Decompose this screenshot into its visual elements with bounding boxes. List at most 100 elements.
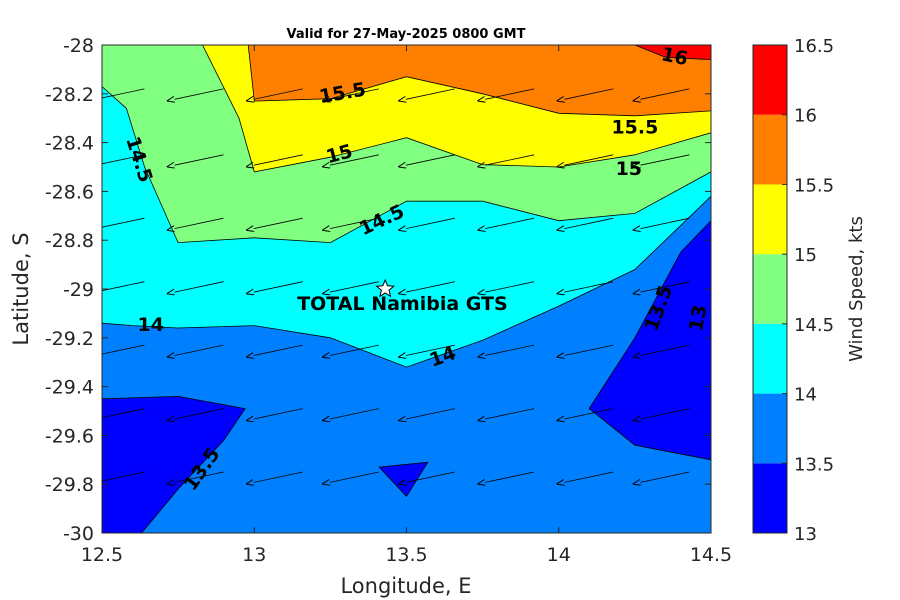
- wind-vector-2-3: [330, 217, 379, 228]
- wind-vector-7-1: [221, 532, 224, 533]
- colorbar-tick-label: 13.5: [794, 454, 834, 475]
- wind-vector-3-5: [485, 281, 535, 292]
- wind-vector-1-4: [406, 154, 455, 165]
- wind-vector-2-0: [102, 217, 145, 228]
- wind-vector-0-1: [175, 88, 224, 99]
- contour-region-1: [102, 395, 246, 533]
- colorbar-tick-label: 14.5: [794, 315, 834, 336]
- wind-vector-6-1: [175, 471, 224, 482]
- wind-vector-6-4: [406, 471, 455, 482]
- y-tick-label: -29.2: [45, 328, 94, 350]
- wind-vector-1-0: [102, 154, 145, 165]
- colorbar-band-4: [753, 184, 787, 255]
- wind-vector-1-5: [485, 154, 535, 165]
- wind-vector-3-0: [102, 281, 145, 292]
- wind-vector-5-6: [564, 408, 614, 419]
- y-tick-label: -28: [63, 35, 94, 57]
- colorbar-band-0: [753, 463, 787, 533]
- y-tick-label: -30: [63, 523, 94, 545]
- y-tick-label: -28.2: [45, 84, 94, 106]
- wind-vector-0-7: [641, 88, 690, 99]
- y-tick-label: -28.6: [45, 181, 94, 203]
- wind-vector-0-2: [254, 88, 303, 99]
- x-tick-label: 12.5: [81, 544, 123, 566]
- contour-region-0: [102, 195, 711, 533]
- wind-vector-4-3: [330, 344, 379, 355]
- wind-vector-5-2: [254, 408, 303, 419]
- contour-region-6: [247, 45, 711, 117]
- wind-vector-3-6: [564, 281, 614, 292]
- wind-vector-4-4: [406, 344, 455, 355]
- wind-vector-6-5: [485, 471, 535, 482]
- wind-vector-5-5: [485, 408, 535, 419]
- colorbar-band-3: [753, 254, 787, 324]
- x-tick-label: 13.5: [385, 544, 427, 566]
- colorbar-tick-label: 15.5: [794, 175, 834, 196]
- site-star-icon: [375, 278, 395, 298]
- chart-title: Valid for 27-May-2025 0800 GMT: [287, 27, 526, 42]
- y-tick-label: -29.4: [45, 377, 94, 399]
- y-tick-label: -28.8: [45, 230, 94, 252]
- colorbar-tick-label: 15: [794, 245, 817, 266]
- y-axis-label: Latitude, S: [9, 232, 33, 345]
- contour-region-7: [634, 45, 711, 61]
- colorbar-band-2: [753, 323, 787, 394]
- wind-vector-1-3: [330, 154, 379, 165]
- wind-vector-5-4: [406, 408, 455, 419]
- wind-vector-5-0: [102, 408, 145, 419]
- wind-vector-4-6: [564, 344, 614, 355]
- wind-vector-2-2: [254, 217, 303, 228]
- colorbar-tick-label: 16.5: [794, 36, 834, 57]
- wind-vector-0-5: [485, 88, 535, 99]
- wind-vector-7-0: [142, 532, 145, 533]
- wind-vector-1-1: [175, 154, 224, 165]
- wind-vector-4-0: [102, 344, 145, 355]
- x-tick-label: 13: [242, 544, 266, 566]
- wind-vector-6-2: [254, 471, 303, 482]
- y-tick-label: -29.8: [45, 474, 94, 496]
- contour-label-7: 14: [137, 314, 163, 336]
- site-label: TOTAL Namibia GTS: [297, 293, 508, 315]
- colorbar-tick-label: 16: [794, 106, 817, 127]
- wind-vector-0-6: [564, 88, 614, 99]
- colorbar-band-5: [753, 114, 787, 185]
- wind-vector-7-2: [300, 532, 303, 533]
- wind-vector-4-1: [175, 344, 224, 355]
- wind-vector-2-4: [406, 217, 455, 228]
- wind-vectors: [102, 88, 690, 533]
- wind-vector-5-3: [330, 408, 379, 419]
- contour-label-11: 13: [685, 303, 711, 333]
- wind-vector-3-7: [641, 281, 690, 292]
- contour-label-4: 16: [659, 43, 689, 70]
- wind-vector-3-2: [254, 281, 303, 292]
- colorbar-frame: [752, 44, 788, 534]
- wind-vector-6-3: [330, 471, 379, 482]
- contour-region-3: [588, 220, 711, 461]
- wind-vector-4-5: [485, 344, 535, 355]
- wind-vector-0-4: [406, 88, 455, 99]
- x-tick-label: 14: [547, 544, 571, 566]
- wind-vector-5-1: [175, 408, 224, 419]
- wind-vector-2-5: [485, 217, 535, 228]
- wind-vector-3-1: [175, 281, 224, 292]
- wind-vector-7-4: [452, 532, 455, 533]
- x-axis: 12.5 13 13.5 14 14.5: [81, 45, 732, 566]
- colorbar-band-6: [753, 45, 787, 115]
- wind-vector-0-3: [330, 88, 379, 99]
- wind-vector-6-0: [102, 471, 145, 482]
- wind-vector-2-6: [564, 217, 614, 228]
- wind-vector-6-7: [641, 471, 690, 482]
- wind-vector-3-4: [406, 281, 455, 292]
- wind-vector-5-7: [641, 408, 690, 419]
- contour-label-3: 15: [616, 158, 642, 180]
- wind-vector-0-0: [102, 88, 145, 99]
- wind-vector-7-5: [532, 532, 535, 533]
- contour-fills: [102, 45, 711, 533]
- wind-vector-4-7: [641, 344, 690, 355]
- x-axis-label: Longitude, E: [340, 574, 471, 598]
- wind-vector-2-1: [175, 217, 224, 228]
- x-tick-label: 14.5: [690, 544, 732, 566]
- wind-vector-7-3: [376, 532, 379, 533]
- colorbar-band-1: [753, 393, 787, 464]
